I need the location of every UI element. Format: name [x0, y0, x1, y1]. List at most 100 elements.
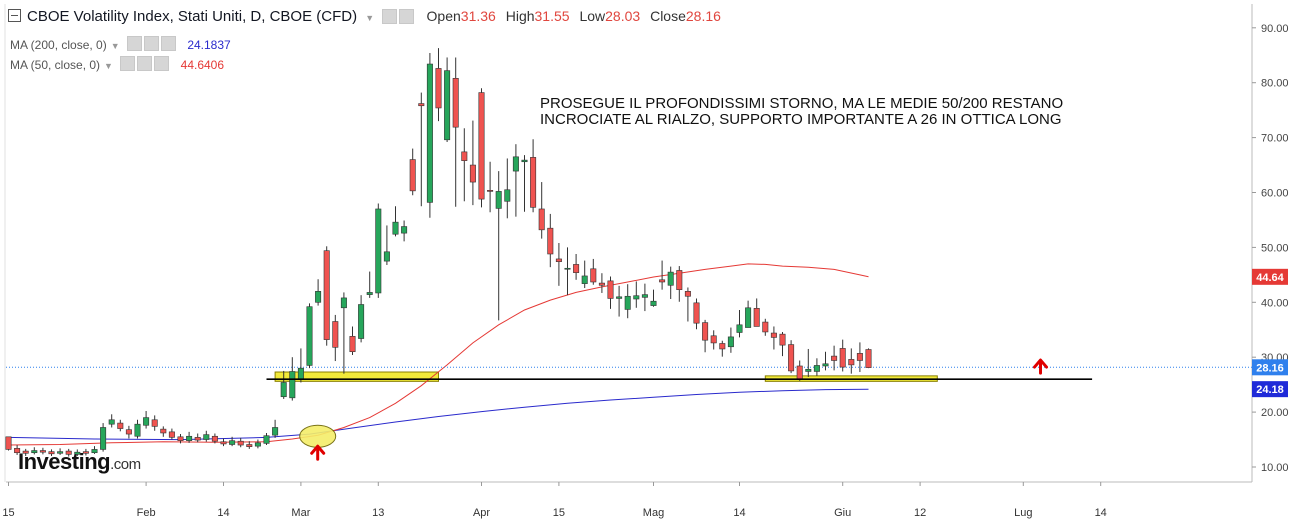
chevron-down-icon[interactable]: ▼ — [110, 41, 120, 51]
candle-body — [177, 436, 184, 441]
candle — [839, 339, 846, 372]
chevron-down-icon[interactable]: ▼ — [104, 61, 113, 71]
title-controls — [382, 8, 416, 26]
candle — [5, 436, 12, 451]
candle — [31, 447, 38, 455]
candle-body — [91, 449, 98, 454]
candle — [306, 303, 313, 369]
ma200-value: 24.1837 — [187, 38, 231, 52]
chevron-down-icon[interactable]: ▼ — [365, 13, 375, 23]
candle — [856, 342, 863, 373]
y-tick-label: 40.00 — [1261, 297, 1289, 309]
candle-body — [633, 295, 640, 300]
candle-body — [108, 419, 115, 425]
price-badge-label: 24.18 — [1256, 384, 1284, 396]
candle — [246, 441, 253, 449]
candle-body — [710, 335, 717, 344]
y-tick-label: 20.00 — [1261, 407, 1289, 419]
candle — [125, 425, 132, 439]
candle — [469, 120, 476, 206]
x-tick-label: Mag — [643, 507, 664, 519]
candle-body — [770, 332, 777, 338]
candle — [383, 225, 390, 265]
candle — [813, 358, 820, 376]
candle-body — [340, 297, 347, 309]
candle — [607, 276, 614, 309]
candle-body — [452, 78, 459, 128]
candle-body — [272, 427, 279, 436]
close-icon[interactable] — [154, 56, 170, 71]
chart-annotation[interactable]: PROSEGUE IL PROFONDISSIMI STORNO, MA LE … — [540, 96, 1063, 128]
price-badge — [1252, 381, 1288, 398]
annotation-line-2: INCROCIATE AL RIALZO, SUPPORTO IMPORTANT… — [540, 111, 1062, 128]
x-tick-label: 13 — [372, 507, 384, 519]
visibility-toggle-icon[interactable] — [382, 8, 398, 24]
candle — [143, 411, 150, 429]
candle — [676, 266, 683, 302]
candle — [358, 295, 365, 343]
candle-body — [839, 348, 846, 368]
candle — [168, 428, 175, 440]
price-badge-label: 28.16 — [1256, 362, 1284, 374]
candle-body — [650, 300, 657, 306]
candle — [848, 348, 855, 374]
settings-icon[interactable] — [137, 56, 153, 71]
visibility-toggle-icon[interactable] — [120, 56, 136, 71]
candle-body — [229, 440, 236, 445]
candle — [865, 348, 872, 369]
candle-body — [203, 434, 210, 440]
candle-body — [14, 448, 21, 454]
candle-body — [194, 437, 201, 441]
candle — [762, 318, 769, 336]
candle — [598, 273, 605, 293]
candle-body — [82, 451, 89, 454]
candle — [487, 161, 494, 213]
candle-body — [564, 267, 571, 270]
candle-body — [616, 296, 623, 299]
candle — [770, 326, 777, 350]
candle — [254, 439, 261, 449]
candle-body — [22, 450, 29, 454]
candle — [65, 448, 72, 457]
candle-body — [865, 349, 872, 368]
settings-icon[interactable] — [143, 36, 159, 51]
ohlc-values: Open31.36 High31.55 Low28.03 Close28.16 — [421, 8, 721, 24]
candle — [650, 289, 657, 307]
candle — [667, 266, 674, 300]
candle-body — [736, 324, 743, 333]
low-label: Low — [579, 8, 606, 24]
candle-body — [220, 441, 227, 445]
candle — [538, 182, 545, 239]
candle — [340, 292, 347, 374]
candle-body — [495, 191, 502, 209]
candle — [512, 144, 519, 217]
candle-body — [753, 308, 760, 327]
collapse-icon[interactable] — [8, 9, 21, 22]
candle-body — [297, 367, 304, 380]
candle — [401, 220, 408, 242]
close-icon[interactable] — [160, 36, 176, 51]
candle-body — [100, 427, 107, 450]
up-arrow-icon — [1033, 358, 1048, 375]
ma200-legend[interactable]: MA (200, close, 0) ▼ 24.1837 — [10, 36, 231, 52]
ma50-legend[interactable]: MA (50, close, 0) ▼ 44.6406 — [10, 56, 224, 72]
candle-body — [607, 280, 614, 299]
candle-body — [186, 435, 193, 441]
candle-body — [719, 343, 726, 350]
candle — [530, 139, 537, 213]
y-tick-label: 10.00 — [1261, 462, 1289, 474]
candle — [633, 281, 640, 308]
candle — [237, 437, 244, 448]
ma50-label: MA (50, close, 0) — [10, 58, 101, 72]
chart-header: CBOE Volatility Index, Stati Uniti, D, C… — [8, 8, 721, 26]
candle — [590, 258, 597, 285]
settings-icon[interactable] — [399, 8, 415, 24]
candle — [134, 419, 141, 439]
candle-body — [538, 208, 545, 231]
candle — [82, 448, 89, 456]
visibility-toggle-icon[interactable] — [126, 36, 142, 51]
candle-body — [435, 68, 442, 109]
candle — [616, 285, 623, 317]
candle-body — [254, 442, 261, 447]
